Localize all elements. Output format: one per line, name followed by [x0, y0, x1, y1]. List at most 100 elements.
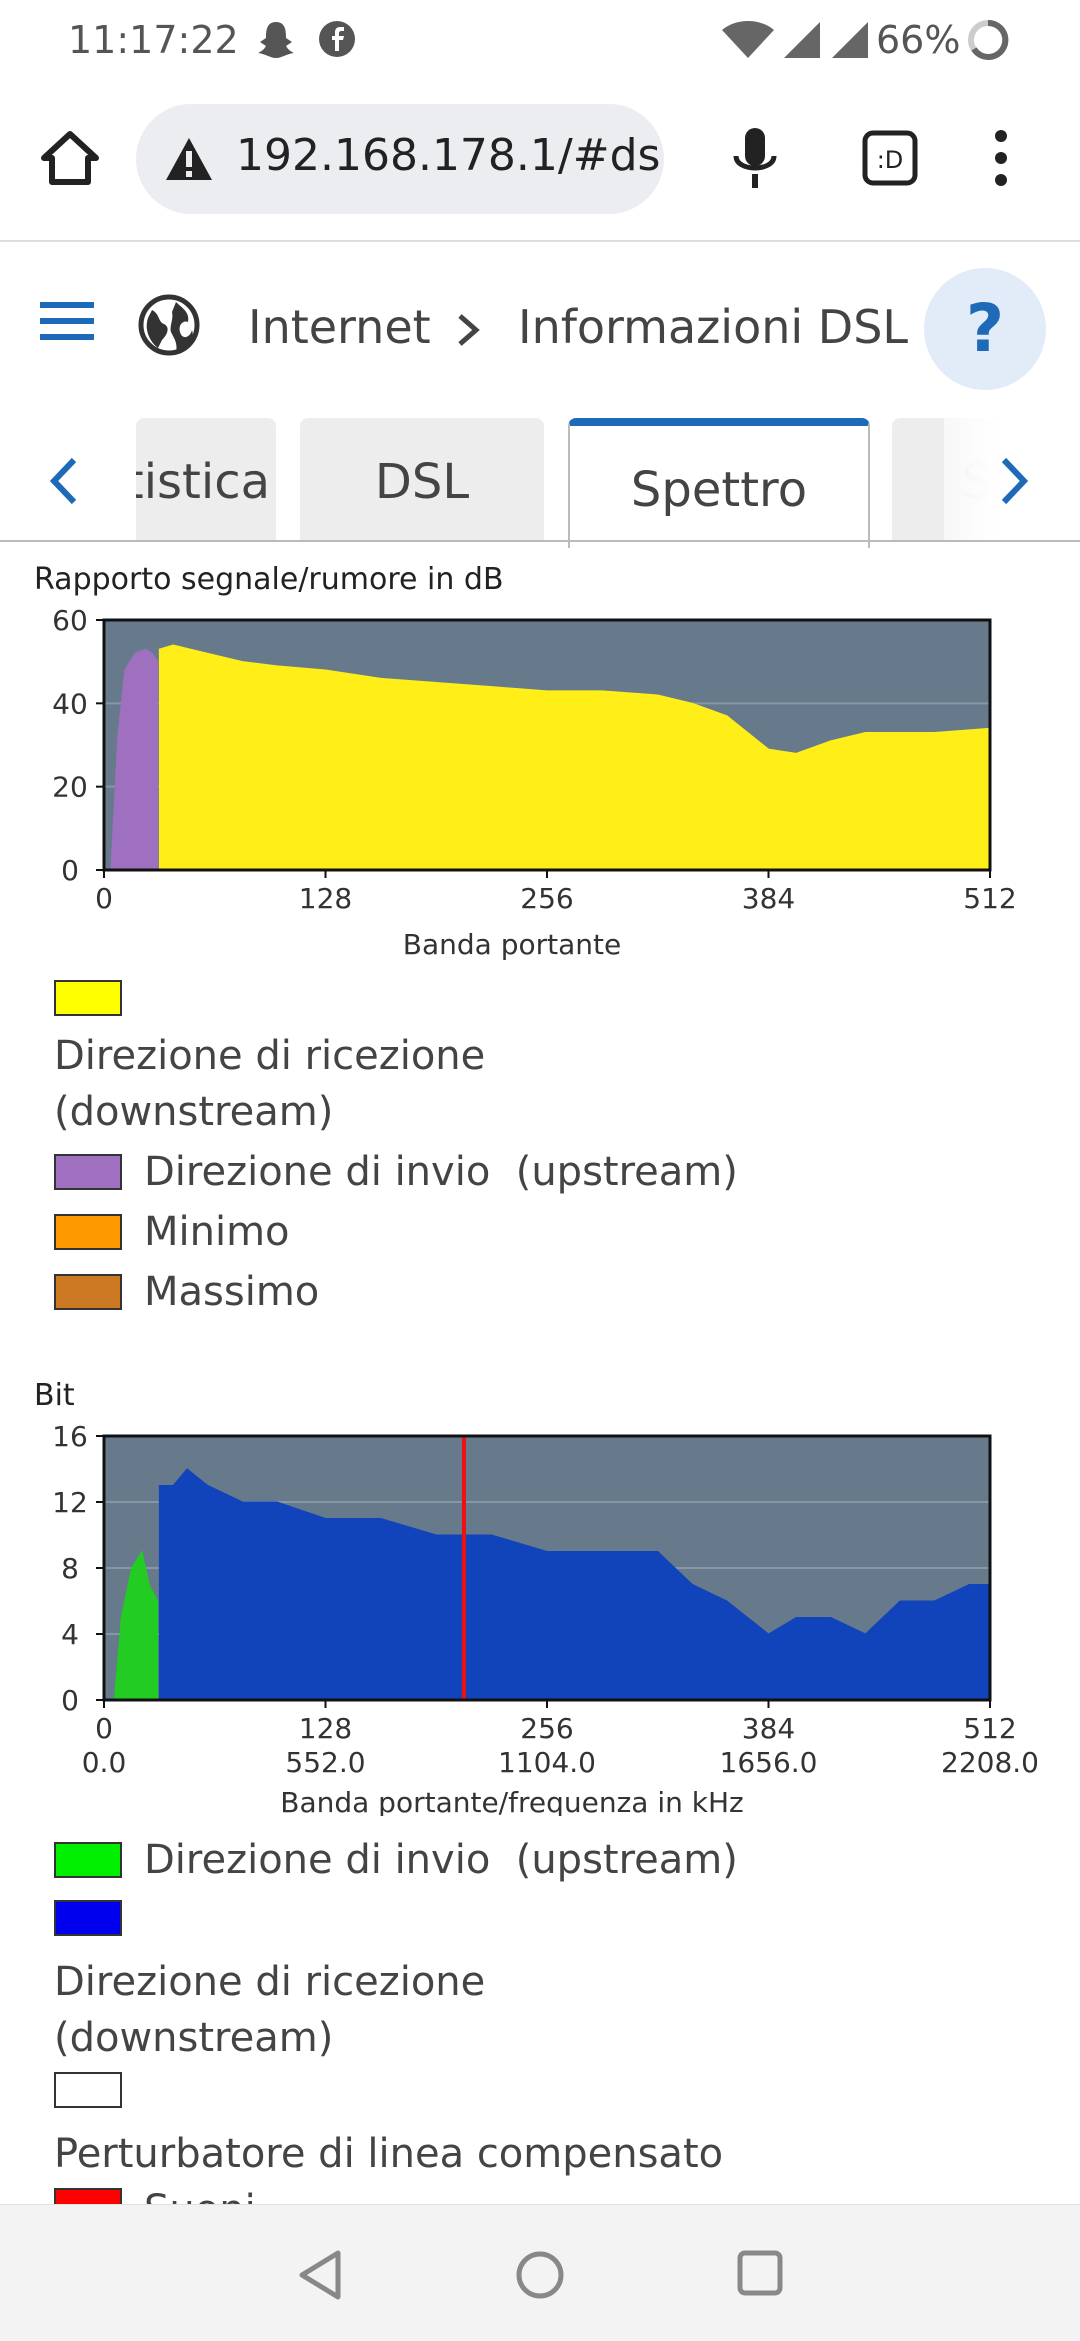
bits-series-0 — [113, 1550, 159, 1701]
recents-icon[interactable] — [736, 2249, 784, 2297]
home-icon[interactable] — [40, 128, 100, 188]
bits-point — [435, 1534, 437, 1536]
chevron-right-tab-icon[interactable] — [998, 456, 1030, 506]
snr-x-tick-label: 0 — [95, 882, 113, 915]
chevron-left-icon[interactable] — [48, 456, 80, 506]
snr-point — [151, 652, 153, 654]
snr-point — [276, 665, 278, 667]
snr-legend-swatch-min — [54, 1214, 122, 1250]
bits-point — [157, 1600, 159, 1602]
snr-point — [830, 740, 832, 742]
status-bar: 11:17:22 66% — [0, 0, 1080, 80]
bits-point — [864, 1633, 866, 1635]
bits-x-tick-khz-label: 2208.0 — [941, 1746, 1039, 1779]
bits-point — [934, 1600, 936, 1602]
tab-switcher-icon[interactable]: :D — [862, 130, 918, 186]
snr-point — [380, 677, 382, 679]
bits-x-axis-label: Banda portante/frequenza in kHz — [280, 1786, 744, 1816]
snr-point — [691, 702, 693, 704]
snr-point — [157, 661, 159, 663]
microphone-icon[interactable] — [730, 126, 780, 192]
bits-series-1 — [158, 1468, 991, 1701]
address-bar[interactable]: 192.168.178.1/#dslSpe — [136, 104, 664, 214]
snr-point — [657, 694, 659, 696]
tab-statistica[interactable]: Statistica — [136, 418, 276, 540]
help-button[interactable]: ? — [924, 268, 1046, 390]
bits-legend-swatch-upstream — [54, 1842, 122, 1878]
hamburger-menu-icon[interactable] — [40, 300, 94, 342]
snr-point — [124, 669, 126, 671]
snr-point — [934, 732, 936, 733]
android-nav-bar — [0, 2204, 1080, 2341]
more-menu-icon[interactable] — [986, 128, 1016, 188]
bits-legend-upstream-label: Direzione di invio (upstream) — [144, 1837, 738, 1883]
bits-point — [691, 1584, 693, 1585]
bits-point — [601, 1551, 603, 1552]
bits-point — [491, 1534, 493, 1536]
snr-point — [325, 669, 326, 671]
globe-icon — [138, 294, 200, 356]
snr-legend-downstream-label: Direzione di ricezione (downstream) — [54, 1033, 486, 1135]
snr-point — [241, 661, 243, 663]
snr-point — [172, 644, 174, 646]
snr-unit-label: Rapporto segnale/rumore in dB — [34, 562, 504, 597]
snapchat-icon — [258, 22, 294, 58]
bits-point — [899, 1600, 901, 1602]
snr-legend-max-label: Massimo — [144, 1269, 320, 1315]
snr-x-ticks: 0 128 256 384 512 — [95, 870, 1017, 915]
bits-y-tick-label: 8 — [61, 1552, 79, 1585]
snr-legend-upstream-label: Direzione di invio (upstream) — [144, 1149, 738, 1195]
bits-legend-swatch-downstream — [54, 1900, 122, 1936]
snr-point — [158, 648, 160, 650]
bits-point — [158, 1485, 160, 1486]
home-nav-icon[interactable] — [514, 2249, 566, 2301]
bits-y-tick-label: 16 — [52, 1420, 88, 1453]
tab-fade-left — [0, 418, 136, 540]
snr-point — [145, 648, 147, 650]
bits-y-tick-label: 4 — [61, 1618, 79, 1651]
bits-point — [768, 1633, 769, 1635]
status-time: 11:17:22 — [68, 18, 239, 62]
signal-icon — [784, 22, 820, 58]
bits-point — [120, 1617, 122, 1618]
tab-dsl[interactable]: DSL — [300, 418, 544, 540]
bits-y-tick-label: 0 — [61, 1684, 79, 1717]
snr-point — [795, 752, 797, 754]
chevron-right-icon — [458, 314, 480, 346]
bits-x-tick-khz-label: 552.0 — [285, 1746, 365, 1779]
tab-statistica-label: Statistica — [136, 454, 270, 510]
bits-x-tick-khz-label: 0.0 — [82, 1746, 127, 1779]
snr-legend-swatch-max — [54, 1274, 122, 1310]
tab-spettro-label: Spettro — [630, 462, 808, 518]
snr-point — [601, 690, 603, 692]
snr-point — [207, 652, 209, 654]
tab-spettro[interactable]: Spettro — [568, 418, 870, 548]
bits-legend-swatch-crosstalk — [54, 2072, 122, 2108]
bits-point — [380, 1518, 382, 1519]
url-text[interactable]: 192.168.178.1/#dslSpe — [236, 130, 664, 181]
snr-x-tick-label: 384 — [742, 882, 795, 915]
bits-x-tick-label: 256 — [520, 1712, 573, 1745]
bits-x-tick-khz-label: 1104.0 — [498, 1746, 596, 1779]
back-icon[interactable] — [296, 2249, 344, 2301]
bits-point — [172, 1485, 174, 1486]
breadcrumb-internet[interactable]: Internet — [248, 300, 431, 354]
snr-series — [110, 644, 991, 871]
snr-point — [546, 690, 548, 692]
snr-x-tick-label: 128 — [299, 882, 352, 915]
bits-point — [207, 1485, 209, 1486]
warning-icon[interactable] — [164, 136, 214, 182]
bits-point — [830, 1617, 832, 1618]
bits-unit-label: Bit — [34, 1378, 75, 1413]
signal-icon-2 — [832, 22, 868, 58]
bits-x-tick-label: 0 — [95, 1712, 113, 1745]
bits-y-tick-label: 12 — [52, 1486, 88, 1519]
browser-toolbar — [0, 80, 1080, 242]
snr-legend-swatch-upstream — [54, 1154, 122, 1190]
battery-percentage: 66% — [876, 18, 961, 62]
snr-y-tick-label: 60 — [52, 604, 88, 637]
bits-legend-downstream-label: Direzione di ricezione (downstream) — [54, 1959, 486, 2061]
tab-fade-right — [944, 418, 1080, 540]
tabs-baseline — [0, 540, 1080, 542]
